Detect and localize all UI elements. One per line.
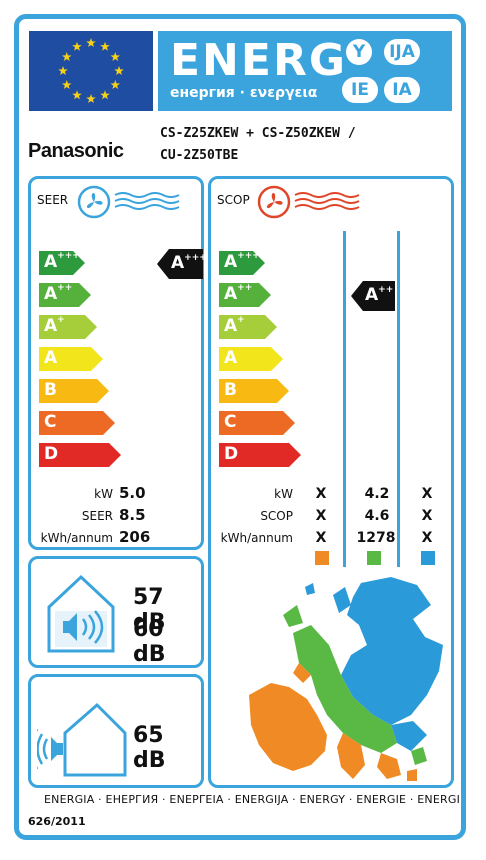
scop-scop-average: 4.6 (364, 508, 390, 524)
indoor-noise-panel: 57 dB 60 dB (28, 556, 204, 668)
scop-kw-warm: X (315, 486, 327, 502)
regulation-number: 626/2011 (28, 815, 86, 828)
seer-class-arrow: A+++ (39, 251, 85, 275)
europe-climate-map (249, 577, 443, 781)
zone-divider-2 (397, 231, 400, 567)
seer-kw-label: kW (94, 487, 113, 501)
seer-kwh-value: 206 (119, 528, 151, 546)
eu-star-icon (110, 80, 120, 90)
seer-title: SEER (37, 193, 69, 207)
seer-class-arrow: A++ (39, 283, 91, 307)
seer-class-label: A (44, 348, 58, 368)
lang-badge-ia: IA (384, 77, 420, 103)
cold-zone-swatch (421, 551, 435, 565)
seer-class-label: C (44, 412, 57, 432)
scop-kw-label: kW (274, 487, 293, 501)
lang-badge-y: Y (346, 39, 372, 65)
model-line-1: CS-Z25ZKEW + CS-Z50ZKEW / (160, 126, 356, 141)
energy-banner: ENERG енергия · ενεργεια Y IJA IE IA (158, 31, 452, 111)
zone-divider-1 (343, 231, 346, 567)
scop-class-label: D (224, 444, 239, 464)
scop-class-arrow: A (219, 347, 283, 371)
scop-class-label: A++ (224, 283, 253, 304)
scop-kwh-cold: X (421, 530, 433, 546)
outdoor-noise-panel: 65 dB (28, 674, 204, 788)
scop-kwh-label: kWh/annum (220, 531, 293, 545)
warm-zone-swatch (315, 551, 329, 565)
lang-badge-ie: IE (342, 77, 378, 103)
scop-class-arrow: C (219, 411, 295, 435)
heating-fan-icon (257, 185, 360, 219)
eu-stars-icon (58, 38, 124, 104)
lang-badge-ija: IJA (384, 39, 420, 65)
scop-class-label: A+++ (224, 251, 260, 272)
seer-class-arrow: A+ (39, 315, 97, 339)
scop-class-label: A (224, 348, 238, 368)
energy-subtitle: енергия · ενεργεια (170, 85, 318, 101)
seer-class-label: A++ (44, 283, 73, 304)
eu-star-icon (100, 41, 110, 51)
cooling-fan-icon (77, 185, 180, 219)
scop-kw-average: 4.2 (364, 486, 390, 502)
scop-kwh-warm: X (315, 530, 327, 546)
seer-seer-label: SEER (81, 509, 113, 523)
seer-kw-value: 5.0 (119, 484, 146, 502)
scop-kwh-average: 1278 (356, 530, 396, 546)
eu-star-icon (62, 52, 72, 62)
scop-class-label: C (224, 412, 237, 432)
seer-class-arrow: C (39, 411, 115, 435)
brand-logo: Panasonic (28, 140, 124, 162)
seer-panel: SEER A+++ A++ A+ A B C D A+++ kW 5.0 SEER 8.5 … (28, 176, 207, 550)
indoor-noise-value-2: 60 dB (133, 617, 166, 667)
scop-class-label: B (224, 380, 237, 400)
seer-class-label: A+ (44, 315, 65, 336)
seer-rating-arrow: A+++ (157, 249, 207, 279)
eu-star-icon (110, 52, 120, 62)
eu-star-icon (62, 80, 72, 90)
seer-class-label: B (44, 380, 57, 400)
seer-class-label: D (44, 444, 59, 464)
indoor-noise-value-1: 57 dB (133, 585, 166, 635)
eu-star-icon (100, 90, 110, 100)
scop-kw-cold: X (421, 486, 433, 502)
scop-class-arrow: D (219, 443, 301, 467)
scop-class-arrow: A+ (219, 315, 277, 339)
indoor-speaker-icon (47, 574, 115, 653)
eu-star-icon (114, 66, 124, 76)
average-zone-swatch (367, 551, 381, 565)
scop-rating-arrow: A++ (351, 281, 395, 311)
scop-scop-cold: X (421, 508, 433, 524)
scop-title: SCOP (217, 193, 250, 207)
eu-star-icon (72, 90, 82, 100)
label-frame (14, 14, 466, 840)
scop-class-arrow: B (219, 379, 289, 403)
eu-star-icon (86, 38, 96, 48)
scop-class-arrow: A++ (219, 283, 271, 307)
eu-star-icon (86, 94, 96, 104)
energy-title: ENERG (170, 35, 347, 86)
scop-panel: SCOP A+++ A++ A+ A B C D A++ kW SCOP kWh/annum… (208, 176, 454, 788)
scop-class-arrow: A+++ (219, 251, 265, 275)
model-line-2: CU-2Z50TBE (160, 148, 239, 163)
seer-seer-value: 8.5 (119, 506, 146, 524)
seer-class-arrow: D (39, 443, 121, 467)
eu-flag (29, 31, 153, 111)
outdoor-speaker-icon (37, 702, 127, 777)
scop-rating-label: A++ (365, 285, 394, 305)
eu-star-icon (72, 41, 82, 51)
seer-class-arrow: B (39, 379, 109, 403)
scop-class-label: A+ (224, 315, 245, 336)
outdoor-noise-value: 65 dB (133, 723, 166, 773)
scop-scop-warm: X (315, 508, 327, 524)
eu-star-icon (58, 66, 68, 76)
seer-rating-label: A+++ (171, 253, 207, 273)
seer-kwh-label: kWh/annum (40, 531, 113, 545)
scop-scop-label: SCOP (260, 509, 293, 523)
energy-languages-footer: ENERGIA · ЕНЕРГИЯ · ΕΝΕΡΓΕΙΑ · ENERGIJA … (44, 793, 461, 806)
seer-class-label: A+++ (44, 251, 80, 272)
seer-class-arrow: A (39, 347, 103, 371)
